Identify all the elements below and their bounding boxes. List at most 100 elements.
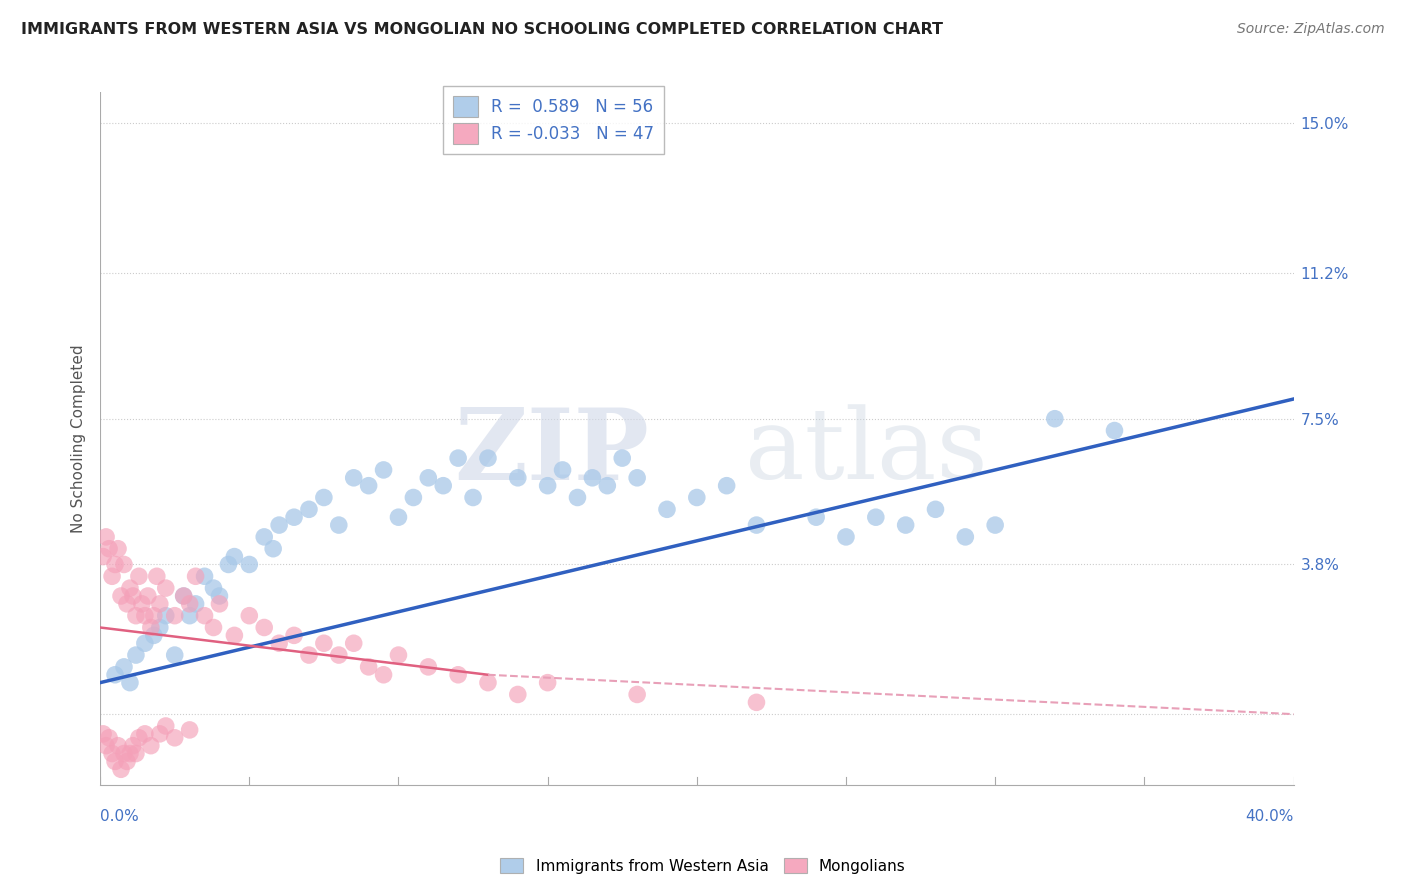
Point [208, 597, 231, 611]
Point [163, 648, 186, 662]
Point [612, 451, 634, 466]
Point [193, 608, 215, 623]
Point [128, 569, 150, 583]
Point [115, 755, 138, 769]
Point [224, 628, 246, 642]
Point [115, 597, 138, 611]
Point [94, 739, 117, 753]
Text: 40.0%: 40.0% [1246, 809, 1294, 823]
Point [149, 727, 172, 741]
Point [1043, 411, 1066, 425]
Point [173, 589, 195, 603]
Point [104, 667, 127, 681]
Point [357, 660, 380, 674]
Point [1104, 424, 1126, 438]
Point [402, 491, 425, 505]
Point [118, 675, 141, 690]
Point [217, 558, 239, 572]
Point [253, 620, 276, 634]
Point [173, 589, 195, 603]
Point [626, 471, 648, 485]
Point [179, 723, 201, 737]
Point [122, 739, 145, 753]
Point [142, 628, 165, 642]
Point [984, 518, 1007, 533]
Point [128, 731, 150, 745]
Point [477, 675, 499, 690]
Legend: R =  0.589   N = 56, R = -0.033   N = 47: R = 0.589 N = 56, R = -0.033 N = 47 [443, 87, 664, 153]
Point [343, 471, 366, 485]
Point [655, 502, 678, 516]
Point [136, 589, 159, 603]
Text: 0.0%: 0.0% [100, 809, 139, 823]
Point [112, 660, 135, 674]
Point [125, 747, 148, 761]
Point [745, 695, 768, 709]
Point [94, 530, 117, 544]
Point [343, 636, 366, 650]
Point [163, 608, 186, 623]
Point [537, 478, 560, 492]
Point [125, 608, 148, 623]
Point [107, 739, 129, 753]
Point [110, 589, 132, 603]
Point [506, 688, 529, 702]
Point [686, 491, 709, 505]
Point [298, 502, 321, 516]
Point [477, 451, 499, 466]
Point [262, 541, 284, 556]
Point [118, 581, 141, 595]
Point [224, 549, 246, 564]
Point [134, 608, 156, 623]
Point [716, 478, 738, 492]
Point [98, 541, 121, 556]
Point [269, 518, 291, 533]
Point [193, 569, 215, 583]
Point [139, 620, 162, 634]
Point [432, 478, 454, 492]
Point [131, 597, 153, 611]
Point [924, 502, 946, 516]
Point [835, 530, 858, 544]
Point [387, 510, 409, 524]
Text: Source: ZipAtlas.com: Source: ZipAtlas.com [1237, 22, 1385, 37]
Point [134, 727, 156, 741]
Point [101, 569, 124, 583]
Point [98, 731, 121, 745]
Point [208, 589, 231, 603]
Point [269, 636, 291, 650]
Point [142, 608, 165, 623]
Point [253, 530, 276, 544]
Point [91, 727, 114, 741]
Point [155, 719, 177, 733]
Point [373, 667, 395, 681]
Point [202, 620, 225, 634]
Point [139, 739, 162, 753]
Point [447, 667, 470, 681]
Point [626, 688, 648, 702]
Point [163, 731, 186, 745]
Point [418, 660, 440, 674]
Text: IMMIGRANTS FROM WESTERN ASIA VS MONGOLIAN NO SCHOOLING COMPLETED CORRELATION CHA: IMMIGRANTS FROM WESTERN ASIA VS MONGOLIA… [21, 22, 943, 37]
Point [118, 747, 141, 761]
Point [110, 762, 132, 776]
Y-axis label: No Schooling Completed: No Schooling Completed [72, 344, 86, 533]
Point [312, 491, 335, 505]
Point [91, 549, 114, 564]
Point [155, 581, 177, 595]
Point [328, 648, 350, 662]
Point [238, 608, 260, 623]
Point [955, 530, 977, 544]
Point [104, 558, 127, 572]
Point [104, 755, 127, 769]
Point [101, 747, 124, 761]
Point [567, 491, 589, 505]
Point [155, 608, 177, 623]
Point [134, 636, 156, 650]
Point [418, 471, 440, 485]
Point [894, 518, 917, 533]
Point [179, 597, 201, 611]
Text: atlas: atlas [745, 404, 987, 500]
Point [298, 648, 321, 662]
Point [149, 597, 172, 611]
